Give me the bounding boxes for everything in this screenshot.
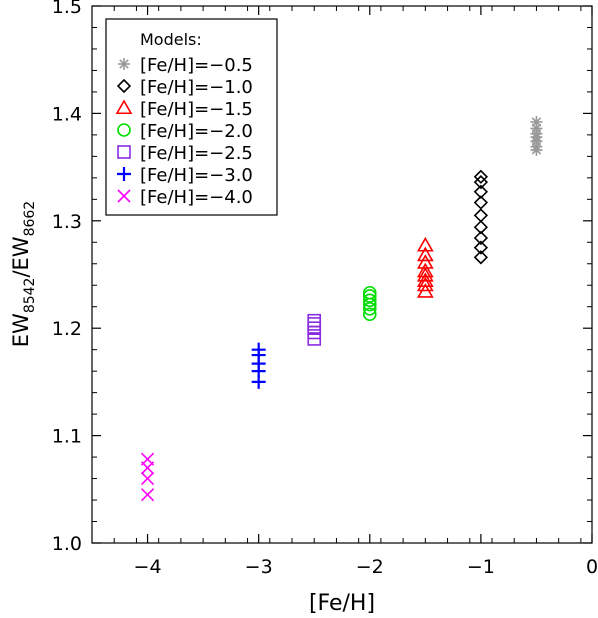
data-point-triangle bbox=[416, 262, 434, 278]
legend-label: [Fe/H]=−3.0 bbox=[140, 165, 253, 186]
data-point-circle bbox=[362, 297, 377, 312]
y-tick-label: 1.1 bbox=[52, 426, 82, 448]
legend-marker-x bbox=[117, 189, 131, 203]
plot-area-frame bbox=[91, 5, 593, 544]
data-point-square bbox=[307, 313, 322, 328]
data-point-diamond bbox=[473, 240, 489, 255]
data-points bbox=[140, 115, 543, 502]
data-point-square bbox=[307, 332, 322, 346]
legend-box bbox=[105, 18, 278, 216]
y-tick-label: 1.2 bbox=[52, 318, 82, 340]
y-label-sub-8662: 8662 bbox=[22, 201, 38, 237]
data-point-diamond bbox=[473, 169, 489, 184]
data-point-diamond bbox=[473, 184, 489, 199]
legend-items: [Fe/H]=−0.5[Fe/H]=−1.0[Fe/H]=−1.5[Fe/H]=… bbox=[115, 55, 253, 208]
legend-title: Models: bbox=[140, 30, 202, 49]
data-point-triangle bbox=[416, 283, 434, 298]
legend-marker-square bbox=[117, 145, 131, 159]
data-point-plus bbox=[251, 374, 266, 389]
legend-label: [Fe/H]=−0.5 bbox=[140, 55, 253, 76]
legend-label: [Fe/H]=−2.0 bbox=[140, 121, 253, 142]
y-tick-label: 1.4 bbox=[52, 103, 82, 125]
data-point-diamond bbox=[473, 208, 489, 223]
axes: −4 −3 −2 −1 0 1.0 1.1 1.2 1.3 1.4 1.5 bbox=[52, 0, 598, 578]
y-label-slash-ew: /EW bbox=[9, 236, 33, 277]
data-point-square bbox=[307, 317, 322, 331]
data-point-circle bbox=[362, 289, 377, 303]
data-point-x bbox=[140, 488, 155, 502]
x-tick-label: −4 bbox=[134, 556, 162, 578]
y-tick-label: 1.3 bbox=[52, 211, 82, 233]
legend-marker-asterisk bbox=[118, 58, 130, 70]
data-point-asterisk bbox=[530, 143, 543, 156]
legend-marker-circle bbox=[117, 123, 131, 137]
legend-label: [Fe/H]=−1.0 bbox=[140, 77, 253, 98]
data-point-x bbox=[140, 471, 155, 486]
legend-marker-triangle bbox=[115, 99, 133, 115]
data-point-diamond bbox=[473, 250, 489, 265]
legend: Models: [Fe/H]=−0.5[Fe/H]=−1.0[Fe/H]=−1.… bbox=[105, 18, 278, 216]
data-point-circle bbox=[362, 293, 377, 308]
x-tick-label: 0 bbox=[586, 556, 598, 578]
legend-label: [Fe/H]=−4.0 bbox=[140, 187, 253, 208]
y-axis-label: EW8542/EW8662 bbox=[9, 201, 38, 347]
data-point-triangle bbox=[416, 236, 434, 252]
data-point-circle bbox=[362, 302, 377, 316]
legend-label: [Fe/H]=−1.5 bbox=[140, 99, 253, 120]
x-tick-label: −3 bbox=[245, 556, 273, 578]
y-tick-label: 1.5 bbox=[52, 0, 82, 18]
data-point-circle bbox=[362, 307, 377, 322]
y-label-sub-8542: 8542 bbox=[22, 278, 38, 314]
legend-marker-plus bbox=[117, 167, 131, 181]
data-point-x bbox=[140, 461, 155, 475]
data-point-triangle bbox=[416, 276, 434, 292]
data-point-diamond bbox=[473, 220, 489, 235]
y-tick-label: 1.0 bbox=[52, 533, 82, 555]
x-tick-label: −2 bbox=[356, 556, 384, 578]
data-point-diamond bbox=[473, 230, 489, 246]
x-axis-label: [Fe/H] bbox=[309, 591, 375, 616]
data-point-triangle bbox=[416, 266, 434, 282]
x-tick-label: −1 bbox=[467, 556, 495, 578]
y-label-ew-1: EW bbox=[9, 313, 33, 347]
data-point-diamond bbox=[473, 175, 489, 190]
legend-marker-diamond bbox=[116, 78, 132, 94]
legend-label: [Fe/H]=−2.5 bbox=[140, 143, 253, 164]
data-point-triangle bbox=[416, 246, 434, 262]
